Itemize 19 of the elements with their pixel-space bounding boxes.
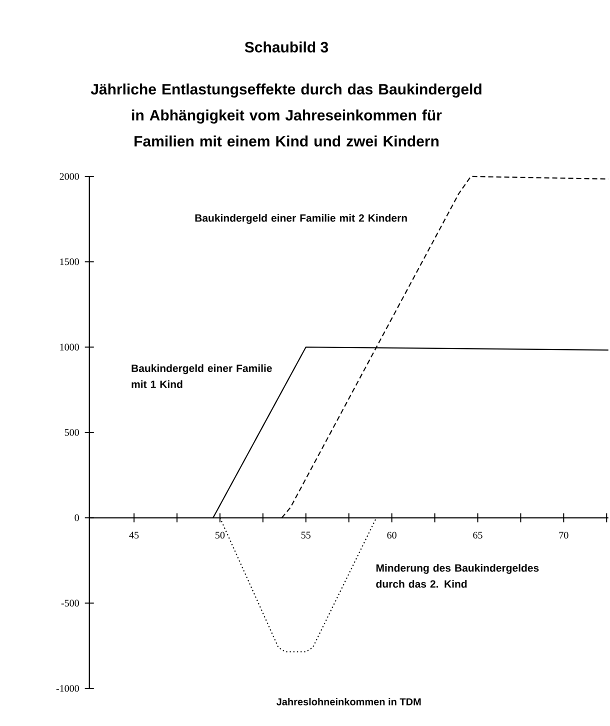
y-tick-label: 0 — [74, 514, 79, 522]
series-label: Minderung des Baukindergeldes durch das 2. Kind — [376, 564, 539, 588]
y-tick-label: 500 — [64, 429, 79, 436]
x-tick-label: 60 — [387, 532, 396, 539]
y-tick-label: 1500 — [60, 258, 79, 266]
x-axis-title: Jahreslohneinkommen in TDM — [276, 698, 421, 706]
chart-subtitle: Jährliche Entlastungseffekte durch das Baukindergeld in Abhängigkeit vom Jahreseinkommen für Familien mit einem Kind und zwei Kindern — [90, 84, 482, 147]
y-tick-label: 1000 — [60, 344, 79, 350]
x-tick-label: 55 — [301, 532, 311, 538]
text: Baukindergeld einer Familie mit 2 Kindern — [195, 214, 407, 224]
x-tick-label: 50 — [216, 532, 225, 539]
series-label: Baukindergeld einer Familie mit 1 Kind — [132, 364, 272, 388]
y-tick-label: 2000 — [60, 173, 79, 180]
x-tick-label: 65 — [473, 532, 482, 539]
y-tick-label: -1000 — [56, 685, 79, 692]
chart-title: Schaubild 3 — [244, 41, 328, 53]
y-tick-label: -500 — [61, 600, 79, 606]
x-tick-label: 70 — [559, 532, 568, 539]
x-tick-label: 45 — [129, 532, 139, 538]
